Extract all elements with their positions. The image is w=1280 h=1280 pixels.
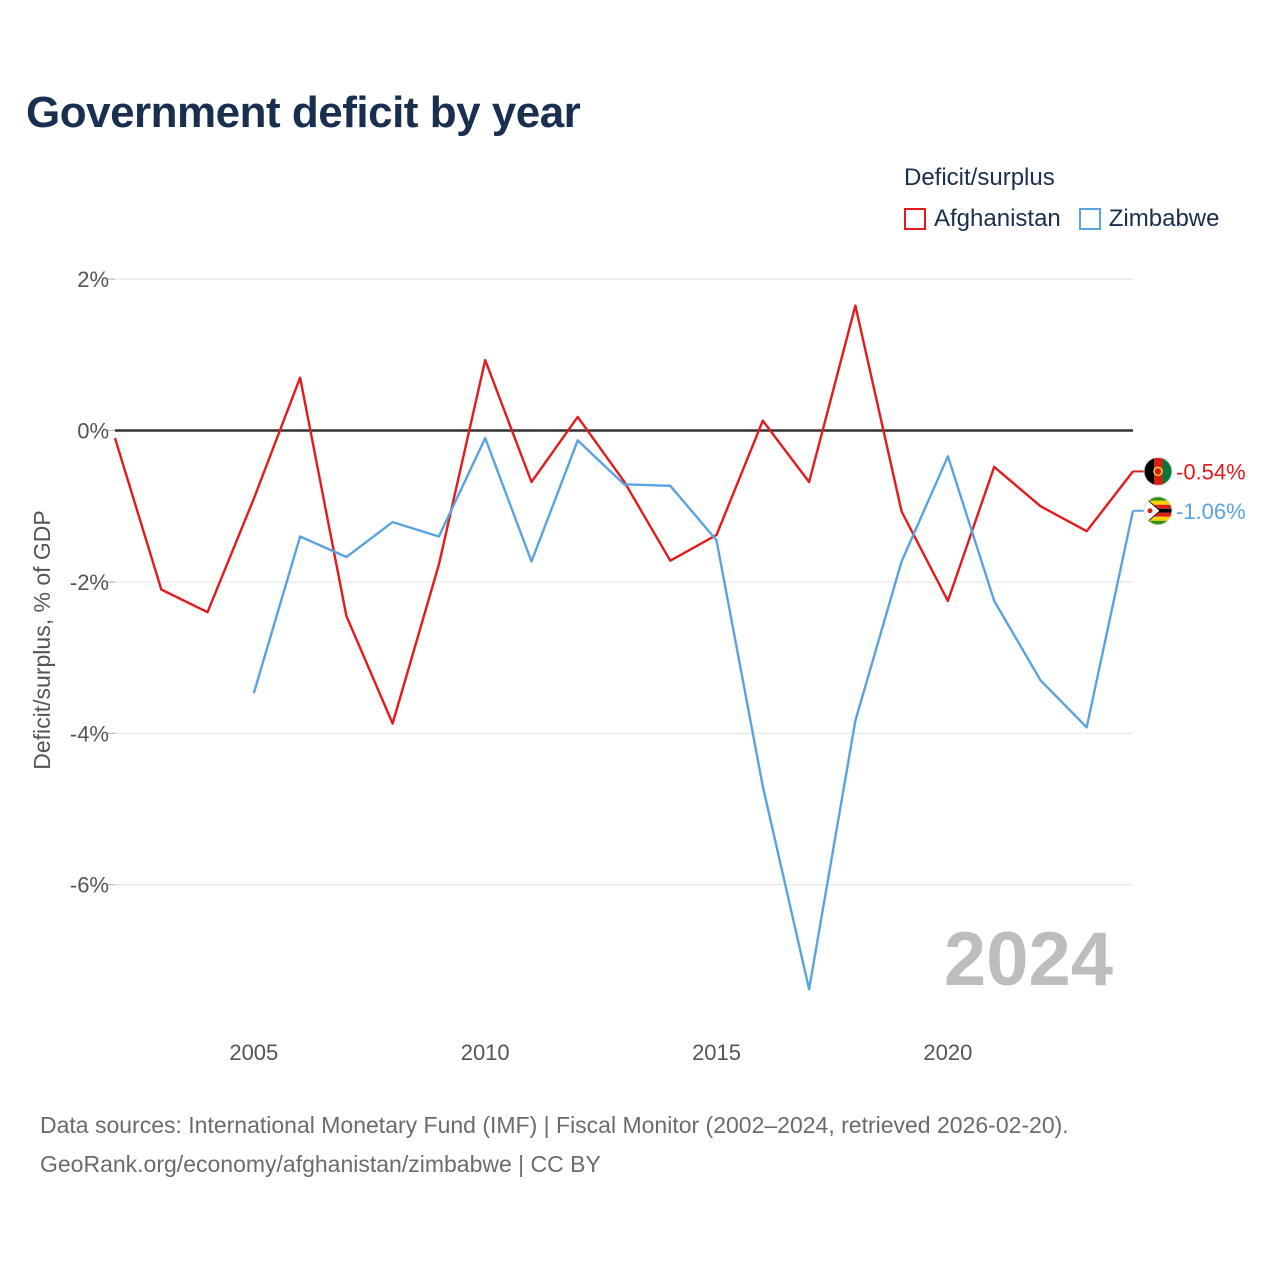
- line-chart: 2% 0% -2% -4% -6% 2005 2010 2015 2020 2024 -0.5…: [29, 267, 1246, 1065]
- data-point-zimbabwe[interactable]: [1037, 677, 1043, 683]
- data-point-afghanistan[interactable]: [760, 418, 766, 424]
- data-point-zimbabwe[interactable]: [714, 537, 720, 543]
- end-value-label-zimbabwe: -1.06%: [1176, 499, 1246, 524]
- data-point-zimbabwe[interactable]: [436, 534, 442, 540]
- series-lines: -0.54% -1.06%: [112, 303, 1246, 992]
- data-point-afghanistan[interactable]: [899, 509, 905, 515]
- y-tick-label: 0%: [77, 419, 109, 444]
- legend-swatch-zimbabwe: [1078, 208, 1101, 230]
- data-point-afghanistan[interactable]: [806, 479, 812, 485]
- legend-title: Deficit/surplus: [904, 164, 1055, 191]
- data-point-zimbabwe[interactable]: [760, 783, 766, 789]
- data-point-afghanistan[interactable]: [390, 720, 396, 726]
- x-tick-label: 2015: [692, 1040, 741, 1065]
- x-axis-ticks: 2005 2010 2015 2020: [229, 1040, 972, 1065]
- x-tick-label: 2020: [923, 1040, 972, 1065]
- data-point-afghanistan[interactable]: [297, 375, 303, 381]
- data-point-zimbabwe[interactable]: [806, 986, 812, 992]
- data-point-zimbabwe[interactable]: [575, 437, 581, 443]
- afghanistan-flag-icon: [1143, 456, 1173, 486]
- data-point-afghanistan[interactable]: [1037, 503, 1043, 509]
- data-point-afghanistan[interactable]: [343, 613, 349, 619]
- data-point-zimbabwe[interactable]: [390, 519, 396, 525]
- footer: Data sources: International Monetary Fun…: [40, 1106, 1069, 1184]
- data-point-afghanistan[interactable]: [528, 479, 534, 485]
- legend-label-afghanistan: Afghanistan: [934, 205, 1061, 232]
- data-point-afghanistan[interactable]: [667, 558, 673, 564]
- data-point-zimbabwe[interactable]: [991, 598, 997, 604]
- data-point-zimbabwe[interactable]: [528, 559, 534, 565]
- legend-item-zimbabwe[interactable]: Zimbabwe: [1078, 205, 1220, 233]
- x-tick-label: 2010: [461, 1040, 510, 1065]
- footer-attribution: GeoRank.org/economy/afghanistan/zimbabwe…: [40, 1151, 601, 1177]
- y-tick-label: -6%: [70, 873, 109, 898]
- data-point-zimbabwe[interactable]: [899, 559, 905, 565]
- data-point-afghanistan[interactable]: [482, 357, 488, 363]
- legend-swatch-afghanistan: [904, 208, 926, 230]
- data-point-afghanistan[interactable]: [945, 598, 951, 604]
- data-point-zimbabwe[interactable]: [852, 717, 858, 723]
- data-point-zimbabwe[interactable]: [251, 690, 257, 696]
- data-point-zimbabwe[interactable]: [482, 435, 488, 441]
- data-point-zimbabwe[interactable]: [343, 554, 349, 560]
- data-point-afghanistan[interactable]: [436, 562, 442, 568]
- y-tick-label: -2%: [70, 570, 109, 595]
- data-point-afghanistan[interactable]: [205, 609, 211, 615]
- data-point-afghanistan[interactable]: [112, 435, 118, 441]
- y-tick-label: -4%: [70, 721, 109, 746]
- data-point-afghanistan[interactable]: [158, 587, 164, 593]
- y-axis-ticks: 2% 0% -2% -4% -6%: [70, 267, 115, 898]
- year-watermark: 2024: [944, 917, 1113, 1002]
- data-point-afghanistan[interactable]: [575, 414, 581, 420]
- data-point-afghanistan[interactable]: [251, 496, 257, 502]
- data-point-afghanistan[interactable]: [991, 464, 997, 470]
- end-value-label-afghanistan: -0.54%: [1176, 459, 1246, 484]
- data-point-zimbabwe[interactable]: [667, 483, 673, 489]
- series-line-zimbabwe[interactable]: [252, 436, 1135, 991]
- grid-lines: [115, 278, 1133, 886]
- data-point-zimbabwe[interactable]: [1084, 724, 1090, 730]
- chart-title: Government deficit by year: [26, 88, 581, 137]
- legend: Afghanistan Zimbabwe: [904, 205, 1237, 233]
- data-point-afghanistan[interactable]: [852, 303, 858, 309]
- series-line-afghanistan[interactable]: [113, 304, 1134, 725]
- legend-item-afghanistan[interactable]: Afghanistan: [904, 205, 1061, 233]
- zimbabwe-flag-icon: [1143, 496, 1173, 526]
- data-point-zimbabwe[interactable]: [945, 453, 951, 459]
- y-tick-label: 2%: [77, 267, 109, 292]
- data-point-zimbabwe[interactable]: [621, 481, 627, 487]
- y-axis-label: Deficit/surplus, % of GDP: [29, 510, 55, 769]
- data-point-afghanistan[interactable]: [1084, 528, 1090, 534]
- x-tick-label: 2005: [229, 1040, 278, 1065]
- legend-label-zimbabwe: Zimbabwe: [1108, 205, 1220, 232]
- footer-sources: Data sources: International Monetary Fun…: [40, 1112, 1069, 1138]
- data-point-zimbabwe[interactable]: [297, 534, 303, 540]
